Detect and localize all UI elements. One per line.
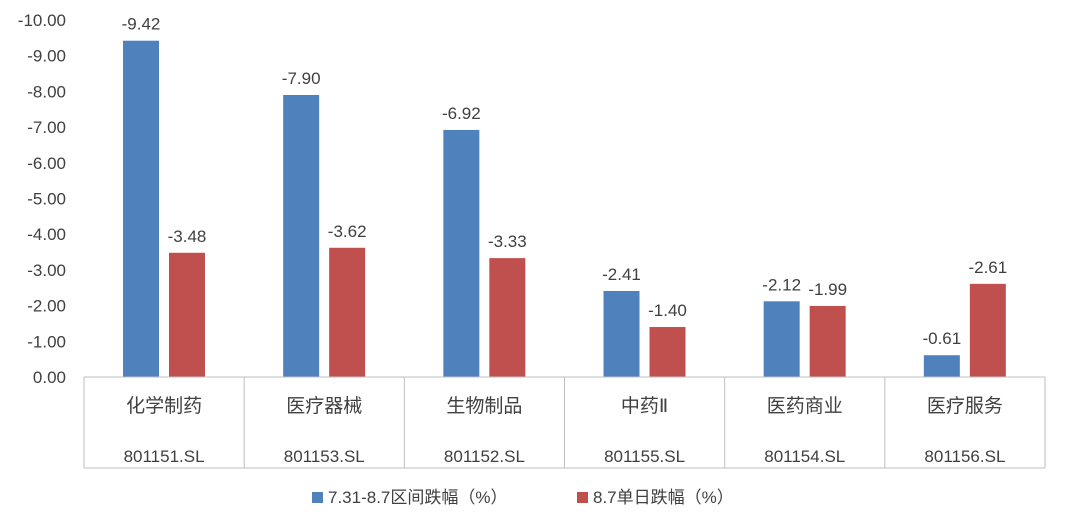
y-tick-label: -2.00	[27, 297, 66, 316]
data-label: -2.61	[968, 258, 1007, 277]
category-code: 801155.SL	[604, 447, 685, 466]
data-label: -1.40	[648, 301, 687, 320]
category-name: 生物制品	[446, 395, 522, 417]
data-label: -6.92	[442, 104, 481, 123]
y-tick-label: -1.00	[27, 332, 66, 351]
data-label: -2.12	[762, 275, 801, 294]
data-label: -0.61	[922, 329, 961, 348]
bar-2-6	[969, 283, 1006, 377]
data-label: -2.41	[602, 265, 641, 284]
legend-swatch-1	[312, 492, 323, 503]
data-label: -3.48	[168, 227, 207, 246]
y-tick-label: -6.00	[27, 154, 66, 173]
category-name: 中药Ⅱ	[621, 395, 668, 417]
category-code: 801151.SL	[124, 447, 205, 466]
data-label: -3.33	[488, 232, 527, 251]
y-tick-label: -9.00	[27, 47, 66, 66]
bar-2-3	[489, 258, 526, 377]
data-label: -1.99	[808, 280, 847, 299]
category-name: 化学制药	[126, 395, 202, 417]
bar-2-1	[169, 252, 205, 377]
category-code: 801154.SL	[764, 447, 845, 466]
category-name: 医药商业	[767, 395, 843, 417]
legend-swatch-2	[577, 492, 588, 503]
bar-2-2	[329, 247, 366, 377]
y-tick-label: -10.00	[18, 11, 66, 30]
category-code: 801152.SL	[444, 447, 525, 466]
data-label: -3.62	[328, 222, 367, 241]
bar-1-3	[443, 129, 480, 377]
bar-1-5	[763, 301, 800, 377]
y-tick-label: -5.00	[27, 190, 66, 209]
y-tick-label: -8.00	[27, 82, 66, 101]
legend-label-1: 7.31-8.7区间跌幅（%）	[328, 488, 508, 507]
bar-1-1	[123, 40, 159, 378]
bar-2-4	[649, 327, 686, 377]
bar-1-4	[603, 290, 640, 377]
y-tick-label: -3.00	[27, 261, 66, 280]
y-tick-label: -7.00	[27, 118, 66, 137]
y-tick-label: -4.00	[27, 225, 66, 244]
category-name: 医疗器械	[286, 395, 362, 417]
category-code: 801156.SL	[924, 447, 1005, 466]
category-name: 医疗服务	[927, 395, 1003, 417]
category-code: 801153.SL	[284, 447, 365, 466]
bar-1-6	[923, 355, 960, 377]
bar-1-2	[283, 94, 320, 377]
data-label: -9.42	[122, 15, 161, 34]
data-label: -7.90	[282, 69, 321, 88]
y-tick-label: 0.00	[33, 368, 66, 387]
legend-label-2: 8.7单日跌幅（%）	[593, 488, 734, 507]
bar-2-5	[809, 305, 846, 377]
